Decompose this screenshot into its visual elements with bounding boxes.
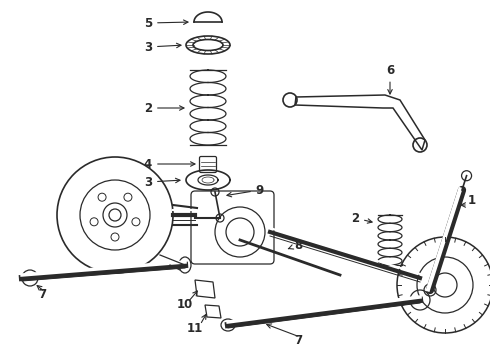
Text: 2: 2 [351,212,372,225]
Text: 10: 10 [177,298,193,311]
Text: 1: 1 [468,194,476,207]
Text: 8: 8 [288,239,302,252]
Text: 4: 4 [144,158,195,171]
Text: 11: 11 [187,321,203,334]
Text: 3: 3 [144,176,180,189]
Text: 7: 7 [38,288,46,302]
Text: 9: 9 [227,184,264,197]
Text: 7: 7 [294,333,302,346]
Text: 5: 5 [144,17,188,30]
Text: 2: 2 [144,102,184,114]
Text: 3: 3 [144,41,181,54]
Text: 6: 6 [386,63,394,94]
